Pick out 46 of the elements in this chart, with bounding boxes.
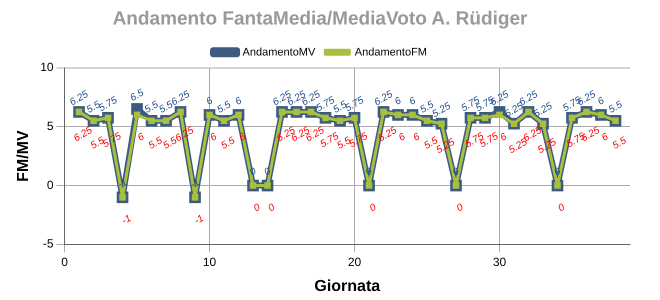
data-label: 5.5 bbox=[610, 135, 629, 152]
x-axis-title: Giornata bbox=[314, 278, 380, 295]
data-label: 6 bbox=[397, 131, 408, 144]
data-label: 0 bbox=[248, 166, 259, 178]
data-label: 0 bbox=[552, 166, 564, 178]
x-tick-label: 0 bbox=[61, 254, 68, 269]
data-label: 6 bbox=[204, 95, 216, 108]
data-label: 5.5 bbox=[606, 99, 625, 116]
data-label: -1 bbox=[192, 213, 206, 228]
data-label: -1 bbox=[116, 177, 130, 192]
chart-title: Andamento FantaMedia/MediaVoto A. Rüdiger bbox=[112, 8, 528, 30]
data-label: 0 bbox=[364, 166, 375, 178]
data-label: 6 bbox=[408, 95, 418, 108]
data-label: 6.25 bbox=[372, 88, 396, 108]
x-tick-label: 10 bbox=[202, 254, 217, 269]
data-label: 6 bbox=[238, 131, 248, 144]
y-tick-label: -5 bbox=[42, 236, 54, 251]
data-label: 6 bbox=[393, 95, 404, 108]
legend-label: AndamentoFM bbox=[354, 46, 427, 58]
data-label: 6 bbox=[234, 95, 244, 108]
data-label: 5.5 bbox=[219, 135, 238, 152]
data-label: 6 bbox=[600, 131, 611, 144]
data-label: 6 bbox=[498, 131, 510, 144]
data-label: 6 bbox=[136, 131, 147, 144]
data-label: 5.5 bbox=[146, 135, 165, 152]
y-tick-label: 10 bbox=[40, 60, 54, 74]
data-label: 0 bbox=[450, 166, 462, 178]
data-label: 6.25 bbox=[376, 124, 400, 144]
data-label: -1 bbox=[188, 177, 202, 192]
data-label: 0 bbox=[556, 202, 568, 214]
data-label: 6 bbox=[596, 95, 607, 108]
data-label: 5.5 bbox=[215, 99, 234, 116]
data-label: -1 bbox=[120, 213, 134, 228]
y-tick-label: 5 bbox=[46, 118, 54, 133]
data-label: 0 bbox=[252, 202, 263, 214]
y-axis-title: FM/MV bbox=[15, 130, 32, 182]
data-label: 0 bbox=[368, 202, 379, 214]
data-label: 0 bbox=[454, 202, 466, 214]
data-label: 6 bbox=[412, 131, 422, 144]
data-label: 6 bbox=[208, 131, 220, 144]
legend-label: AndamentoMV bbox=[242, 46, 316, 58]
x-tick-label: 20 bbox=[348, 254, 362, 269]
x-tick-label: 30 bbox=[492, 254, 507, 269]
data-label: 0 bbox=[262, 166, 274, 178]
y-tick-label: 0 bbox=[46, 178, 54, 192]
data-label: 0 bbox=[266, 202, 278, 214]
